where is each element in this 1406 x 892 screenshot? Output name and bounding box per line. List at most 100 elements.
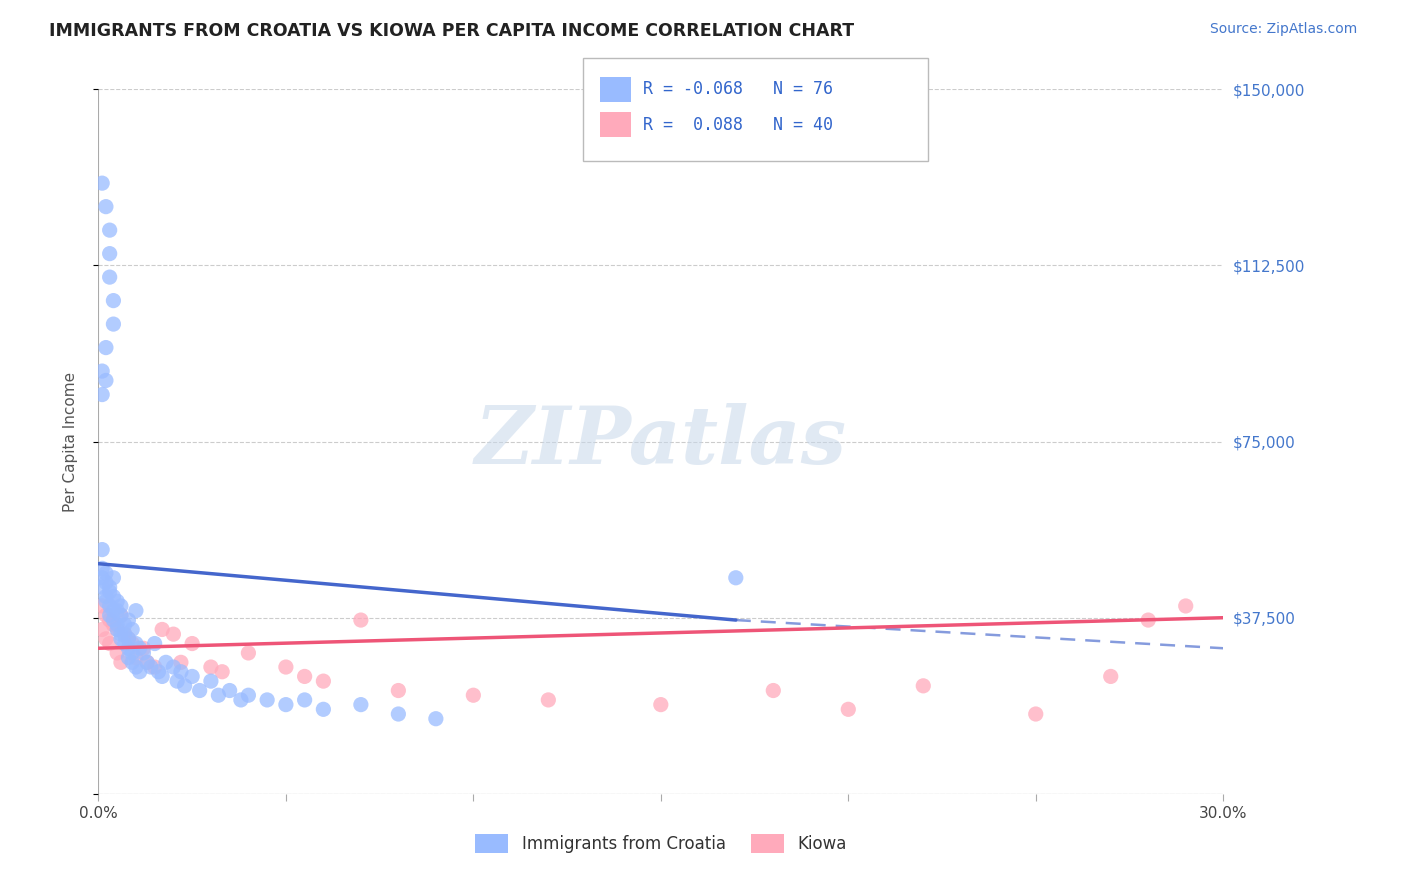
Point — [98, 580, 121, 594]
Point — [256, 693, 278, 707]
Point — [350, 613, 373, 627]
Point — [117, 650, 139, 665]
Point — [136, 656, 159, 670]
Point — [128, 641, 150, 656]
Point — [150, 623, 173, 637]
Point — [312, 702, 335, 716]
Point — [312, 674, 335, 689]
Point — [94, 341, 117, 355]
Point — [724, 571, 747, 585]
Point — [117, 641, 139, 656]
Point — [114, 617, 136, 632]
Point — [173, 679, 195, 693]
Point — [128, 665, 150, 679]
Point — [912, 679, 935, 693]
Point — [229, 693, 252, 707]
Point — [200, 674, 222, 689]
Text: Source: ZipAtlas.com: Source: ZipAtlas.com — [1209, 22, 1357, 37]
Y-axis label: Per Capita Income: Per Capita Income — [63, 371, 77, 512]
Point — [150, 669, 173, 683]
Point — [103, 604, 125, 618]
Point — [114, 627, 136, 641]
Point — [132, 646, 155, 660]
Point — [143, 660, 166, 674]
Point — [207, 688, 229, 702]
Point — [94, 590, 117, 604]
Point — [121, 646, 143, 660]
Point — [1099, 669, 1122, 683]
Text: IMMIGRANTS FROM CROATIA VS KIOWA PER CAPITA INCOME CORRELATION CHART: IMMIGRANTS FROM CROATIA VS KIOWA PER CAP… — [49, 22, 855, 40]
Point — [103, 317, 125, 331]
Point — [94, 200, 117, 214]
Point — [143, 636, 166, 650]
Point — [162, 660, 184, 674]
Point — [91, 176, 114, 190]
Point — [94, 594, 117, 608]
Point — [94, 608, 117, 623]
Point — [98, 246, 121, 260]
Point — [110, 627, 132, 641]
Point — [238, 688, 260, 702]
Point — [105, 623, 128, 637]
Point — [211, 665, 233, 679]
Point — [105, 617, 128, 632]
Point — [350, 698, 373, 712]
Legend: Immigrants from Croatia, Kiowa: Immigrants from Croatia, Kiowa — [468, 827, 853, 860]
Point — [117, 632, 139, 646]
Point — [91, 387, 114, 401]
Point — [105, 604, 128, 618]
Point — [110, 632, 132, 646]
Point — [105, 594, 128, 608]
Point — [200, 660, 222, 674]
Point — [110, 656, 132, 670]
Point — [117, 632, 139, 646]
Point — [166, 674, 188, 689]
Point — [94, 575, 117, 590]
Point — [98, 613, 121, 627]
Point — [91, 623, 114, 637]
Point — [91, 580, 114, 594]
Point — [117, 613, 139, 627]
Point — [91, 561, 114, 575]
Point — [94, 566, 117, 580]
Point — [125, 636, 148, 650]
Point — [294, 669, 316, 683]
Point — [181, 669, 204, 683]
Point — [110, 608, 132, 623]
Point — [98, 270, 121, 285]
Point — [103, 590, 125, 604]
Point — [91, 364, 114, 378]
Point — [170, 665, 193, 679]
Point — [387, 706, 409, 721]
Point — [188, 683, 211, 698]
Point — [170, 656, 193, 670]
Point — [91, 599, 114, 613]
Point — [463, 688, 485, 702]
Text: ZIPatlas: ZIPatlas — [475, 403, 846, 480]
Point — [103, 571, 125, 585]
Point — [98, 223, 121, 237]
Point — [121, 656, 143, 670]
Point — [125, 604, 148, 618]
Point — [125, 650, 148, 665]
Point — [218, 683, 240, 698]
Point — [294, 693, 316, 707]
Point — [121, 636, 143, 650]
Point — [181, 636, 204, 650]
Point — [91, 542, 114, 557]
Point — [132, 641, 155, 656]
Point — [387, 683, 409, 698]
Point — [114, 636, 136, 650]
Point — [114, 627, 136, 641]
Point — [94, 632, 117, 646]
Point — [98, 636, 121, 650]
Point — [103, 293, 125, 308]
Point — [148, 665, 170, 679]
Point — [425, 712, 447, 726]
Point — [650, 698, 672, 712]
Point — [762, 683, 785, 698]
Point — [238, 646, 260, 660]
Point — [103, 617, 125, 632]
Point — [1137, 613, 1160, 627]
Point — [139, 660, 162, 674]
